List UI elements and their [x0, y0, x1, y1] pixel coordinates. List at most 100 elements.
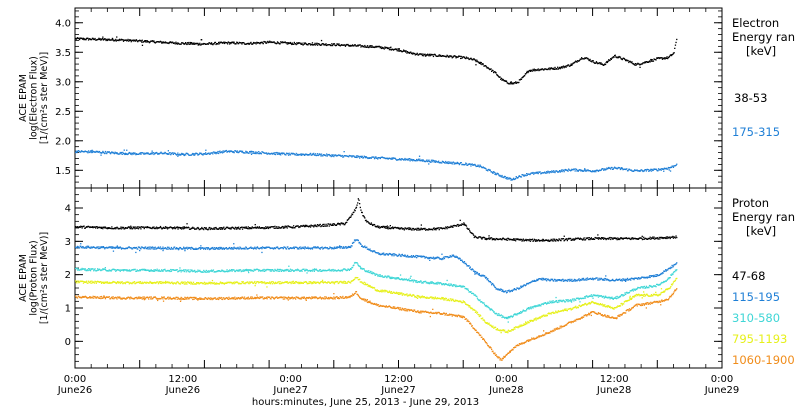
data-point: [80, 246, 83, 249]
data-point: [97, 227, 99, 229]
data-point: [533, 173, 535, 175]
data-point: [465, 263, 468, 266]
data-point: [550, 302, 552, 304]
data-point: [263, 152, 266, 154]
data-point: [148, 246, 150, 248]
data-point: [375, 156, 377, 158]
data-point: [87, 225, 90, 228]
data-point: [262, 227, 264, 229]
data-point: [652, 60, 655, 62]
data-point: [113, 153, 116, 155]
data-point: [398, 159, 400, 161]
data-point: [405, 159, 407, 161]
data-point: [381, 156, 383, 158]
data-point: [343, 268, 345, 270]
data-point: [597, 279, 599, 281]
data-point: [542, 303, 545, 306]
data-point: [223, 41, 225, 43]
data-point: [264, 269, 266, 271]
data-point: [251, 226, 253, 228]
data-point: [161, 269, 163, 271]
data-point: [488, 280, 490, 283]
data-point: [611, 237, 613, 239]
data-point: [619, 295, 621, 298]
data-point: [104, 150, 107, 153]
data-point: [408, 255, 410, 258]
data-point: [147, 248, 149, 250]
data-point: [189, 271, 191, 273]
data-point: [579, 59, 581, 61]
data-point: [226, 269, 228, 271]
data-point: [81, 247, 83, 249]
data-point: [94, 247, 96, 249]
data-point: [628, 168, 631, 170]
data-point: [315, 269, 317, 271]
data-point: [590, 295, 592, 297]
data-point: [375, 252, 377, 254]
data-point: [79, 245, 81, 247]
data-point: [361, 156, 363, 158]
data-point: [472, 233, 474, 235]
data-point: [611, 296, 613, 298]
data-point: [527, 283, 530, 285]
data-point: [623, 279, 625, 282]
data-point: [229, 270, 231, 272]
data-point: [454, 256, 457, 258]
data-point: [76, 269, 79, 271]
data-point: [259, 43, 261, 45]
data-point: [634, 64, 636, 66]
data-point: [200, 271, 202, 273]
data-point: [595, 61, 598, 63]
data-point: [483, 167, 486, 169]
data-point: [570, 299, 572, 301]
data-point: [629, 60, 631, 62]
data-point: [212, 228, 215, 230]
data-point: [245, 150, 247, 152]
data-point: [639, 170, 642, 172]
data-point: [504, 80, 506, 82]
data-point: [197, 227, 200, 229]
data-point: [476, 60, 479, 62]
data-point: [384, 225, 386, 228]
data-point: [610, 238, 612, 241]
data-point: [480, 165, 482, 167]
data-point: [356, 45, 358, 47]
data-point: [187, 247, 189, 249]
data-point: [438, 282, 440, 284]
data-point: [465, 224, 467, 226]
data-point: [412, 160, 414, 162]
data-point: [626, 60, 628, 62]
data-point: [428, 53, 431, 55]
data-point: [317, 246, 319, 248]
data-point: [195, 42, 197, 44]
data-point: [453, 255, 455, 257]
data-point: [401, 158, 403, 160]
data-point: [621, 278, 623, 281]
data-point: [372, 224, 374, 226]
data-point: [269, 153, 271, 155]
data-point: [86, 226, 88, 228]
data-point: [329, 247, 332, 249]
data-point: [465, 163, 468, 165]
data-point: [430, 228, 433, 230]
data-point: [207, 228, 209, 231]
data-point: [175, 269, 178, 271]
data-point: [91, 149, 93, 151]
data-point: [138, 246, 140, 248]
data-point: [460, 162, 462, 164]
data-point: [234, 270, 237, 273]
data-point: [294, 227, 296, 229]
data-point: [295, 246, 297, 248]
data-point: [537, 278, 539, 281]
data-point: [116, 39, 118, 41]
data-point: [131, 152, 134, 155]
data-point: [202, 228, 204, 230]
data-point: [650, 58, 652, 61]
data-point: [403, 278, 405, 281]
data-point: [542, 240, 544, 242]
data-point: [338, 43, 340, 45]
data-point: [602, 168, 604, 170]
data-point: [398, 49, 400, 51]
data-point: [395, 159, 398, 161]
data-point: [355, 207, 357, 209]
